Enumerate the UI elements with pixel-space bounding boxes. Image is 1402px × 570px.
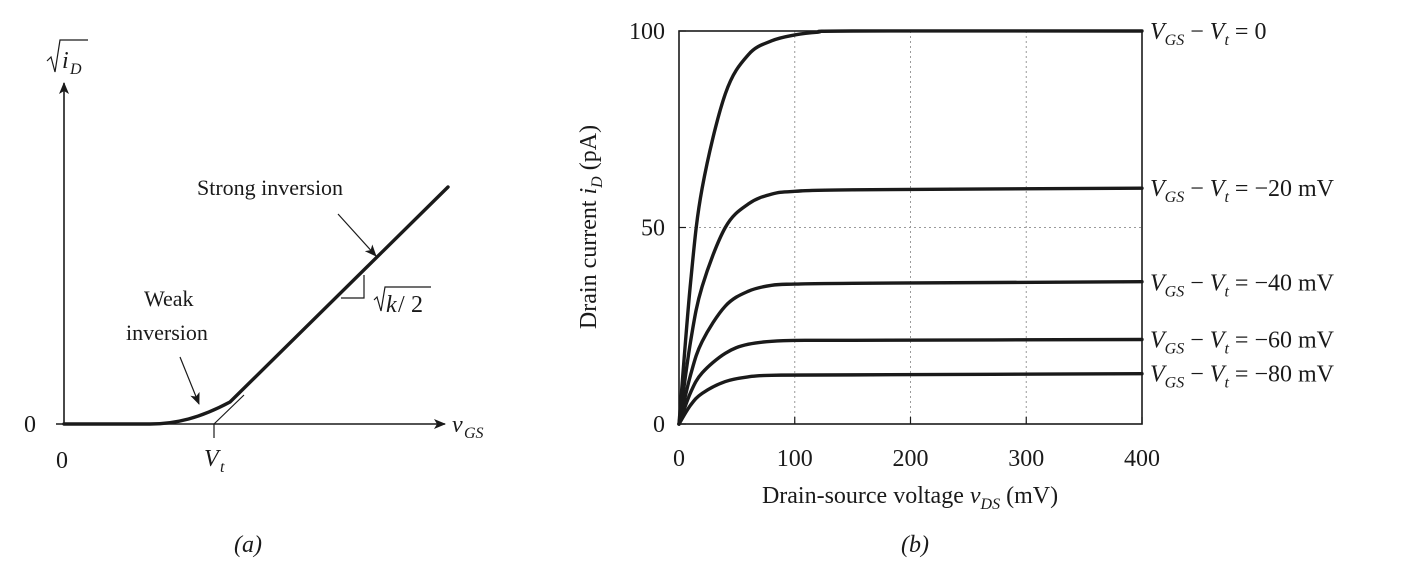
series-label-2: VGS − Vt = −40 mV [1150,271,1335,301]
x-tick-label-1: 100 [777,446,813,472]
x-tick-label-3: 300 [1008,446,1044,472]
panel-b-caption: (b) [901,532,929,558]
panel-b-curves [677,29,1144,426]
panel-a-y-origin-label: 0 [24,412,36,438]
panel-a-slope-label: k / 2 [373,286,431,318]
panel-a-x-origin-label: 0 [56,448,68,474]
series-curve-0 [677,29,1144,426]
x-tick-label-2: 200 [893,446,929,472]
panel-b-y-axis-label: Drain current iD (pA) [576,125,606,329]
x-tick-label-4: 400 [1124,446,1160,472]
panel-a-vt-tangent [213,394,245,425]
series-label-3: VGS − Vt = −60 mV [1150,328,1335,358]
panel-a-slope-triangle [341,275,365,299]
series-curve-3 [677,337,1144,426]
series-label-0: VGS − Vt = 0 [1150,19,1266,49]
svg-text:v: v [452,412,463,438]
y-tick-label-0: 0 [653,412,665,438]
panel-a-weak-inversion-label-line1: Weak [144,286,194,311]
svg-text:GS: GS [464,425,484,442]
panel-b-series-labels: VGS − Vt = 0 VGS − Vt = −20 mV VGS − Vt = … [1150,19,1335,392]
panel-a-strong-inversion-arrow [337,213,377,257]
svg-text:i: i [62,48,69,74]
series-label-1: VGS − Vt = −20 mV [1150,176,1335,206]
panel-a-caption: (a) [234,532,262,558]
y-tick-label-1: 50 [641,216,665,242]
panel-a-weak-inversion-label-line2: inversion [126,320,208,345]
y-tick-label-2: 100 [629,19,665,45]
panel-a: i D v GS 0 0 V t k / 2 Strong inversion [24,39,484,558]
panel-b-ticks: 0 100 200 300 400 0 50 100 [629,19,1160,472]
svg-text:t: t [220,459,225,476]
series-curve-2 [677,280,1144,426]
panel-a-x-axis-label: v GS [452,412,484,442]
svg-text:2: 2 [411,292,423,318]
panel-a-vt-label: V t [204,446,225,476]
panel-b-grid [679,31,1142,424]
svg-text:/: / [398,292,405,318]
svg-text:V: V [204,446,221,472]
panel-a-curve [62,185,450,426]
series-curve-1 [677,186,1144,426]
svg-text:k: k [386,292,397,318]
x-tick-label-0: 0 [673,446,685,472]
panel-a-strong-inversion-label: Strong inversion [197,175,343,200]
panel-a-weak-inversion-arrow [179,356,200,405]
panel-b-x-axis-label: Drain-source voltage vDS (mV) [762,483,1058,513]
panel-a-y-axis-label: i D [46,39,88,78]
series-label-4: VGS − Vt = −80 mV [1150,362,1335,392]
series-curve-4 [677,372,1144,426]
svg-text:D: D [69,61,82,78]
